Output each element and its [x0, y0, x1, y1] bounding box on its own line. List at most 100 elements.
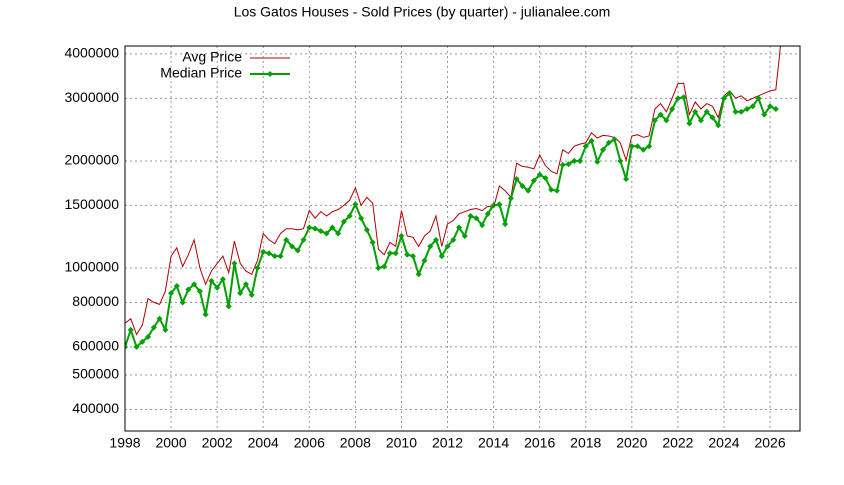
point-marker	[686, 120, 693, 127]
point-marker	[415, 271, 422, 278]
point-marker	[438, 253, 445, 260]
point-marker	[582, 143, 589, 150]
point-marker	[294, 247, 301, 254]
point-marker	[692, 108, 699, 115]
x-tick-label: 2018	[570, 435, 601, 451]
point-marker	[271, 253, 278, 260]
point-marker	[346, 213, 353, 220]
point-marker	[634, 143, 641, 150]
point-marker	[553, 187, 560, 194]
x-tick-label: 1998	[109, 435, 140, 451]
point-marker	[260, 248, 267, 255]
legend-label: Median Price	[160, 65, 242, 81]
point-marker	[363, 226, 370, 233]
point-marker	[703, 108, 710, 115]
point-marker	[473, 215, 480, 222]
y-tick-label: 4000000	[64, 45, 119, 61]
x-tick-label: 2006	[294, 435, 325, 451]
point-marker	[519, 183, 526, 190]
labels: 400000 500000 600000 800000 1000000 1500000 20…	[64, 45, 785, 451]
x-tick-label: 2004	[248, 435, 279, 451]
point-marker	[651, 117, 658, 124]
point-marker	[709, 114, 716, 121]
y-tick-label: 400000	[72, 400, 119, 416]
point-marker	[594, 158, 601, 165]
point-marker	[571, 157, 578, 164]
point-marker	[358, 215, 365, 222]
line-series	[125, 46, 781, 336]
x-tick-label: 2000	[155, 435, 186, 451]
point-marker	[680, 94, 687, 101]
point-marker	[231, 260, 238, 267]
x-tick-label: 2012	[432, 435, 463, 451]
point-marker	[162, 326, 169, 333]
y-tick-label: 1000000	[64, 259, 119, 275]
y-tick-label: 800000	[72, 293, 119, 309]
point-marker	[306, 224, 313, 231]
point-marker	[617, 157, 624, 164]
chart-title: Los Gatos Houses - Sold Prices (by quart…	[234, 4, 611, 20]
y-tick-label: 500000	[72, 366, 119, 382]
point-marker	[502, 220, 509, 227]
point-marker	[421, 257, 428, 264]
point-marker	[409, 253, 416, 260]
point-marker	[461, 233, 468, 240]
point-marker	[559, 161, 566, 168]
point-marker	[386, 250, 393, 257]
x-tick-label: 2002	[202, 435, 233, 451]
point-marker	[744, 105, 751, 112]
point-marker	[738, 108, 745, 115]
point-marker	[542, 175, 549, 182]
legend-marker	[267, 71, 273, 77]
point-marker	[381, 263, 388, 270]
point-marker	[375, 264, 382, 271]
point-marker	[484, 210, 491, 217]
x-tick-label: 2010	[386, 435, 417, 451]
point-marker	[254, 264, 261, 271]
point-marker	[335, 230, 342, 237]
point-marker	[507, 195, 514, 202]
point-marker	[352, 201, 359, 208]
point-marker	[185, 286, 192, 293]
point-marker	[237, 290, 244, 297]
point-marker	[214, 284, 221, 291]
point-marker	[623, 175, 630, 182]
point-marker	[640, 146, 647, 153]
point-marker	[179, 299, 186, 306]
point-marker	[289, 243, 296, 250]
point-marker	[369, 239, 376, 246]
point-marker	[300, 236, 307, 243]
y-tick-label: 2000000	[64, 152, 119, 168]
plot-area	[125, 46, 781, 350]
x-tick-label: 2008	[340, 435, 371, 451]
point-marker	[611, 136, 618, 143]
point-marker	[605, 139, 612, 146]
point-marker	[340, 218, 347, 225]
point-marker	[139, 338, 146, 345]
point-marker	[588, 137, 595, 144]
y-tick-label: 600000	[72, 338, 119, 354]
point-marker	[600, 146, 607, 153]
point-marker	[548, 186, 555, 193]
point-marker	[726, 90, 733, 97]
point-marker	[329, 224, 336, 231]
point-marker	[513, 175, 520, 182]
point-marker	[490, 202, 497, 209]
point-marker	[749, 103, 756, 110]
point-marker	[398, 233, 405, 240]
point-marker	[669, 105, 676, 112]
point-marker	[720, 95, 727, 102]
point-marker	[312, 225, 319, 232]
point-marker	[536, 171, 543, 178]
point-marker	[392, 250, 399, 257]
point-marker	[127, 326, 134, 333]
point-marker	[657, 111, 664, 118]
point-marker	[168, 290, 175, 297]
point-marker	[772, 105, 779, 112]
point-marker	[565, 161, 572, 168]
x-tick-label: 2016	[524, 435, 555, 451]
point-marker	[467, 213, 474, 220]
point-marker	[427, 243, 434, 250]
point-marker	[196, 288, 203, 295]
